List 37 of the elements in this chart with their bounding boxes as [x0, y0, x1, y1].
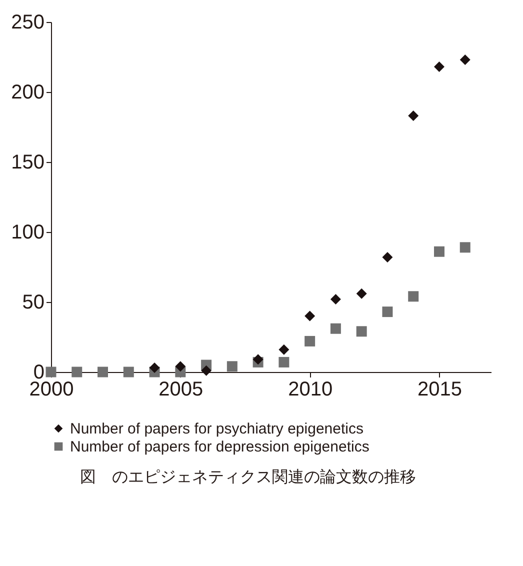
point	[408, 110, 419, 122]
point	[382, 252, 393, 262]
point	[434, 246, 444, 257]
point	[278, 344, 290, 355]
point	[356, 288, 367, 299]
y-tick-label: 200	[11, 82, 44, 104]
point	[304, 310, 316, 322]
point	[304, 336, 316, 346]
point	[72, 366, 82, 378]
x-tick-label: 2000	[29, 378, 74, 400]
point	[252, 354, 264, 365]
text: 図 のエピジェネティクス関連の論文数の推移	[80, 466, 417, 488]
point	[460, 242, 470, 253]
point	[175, 361, 186, 372]
y-tick-label: 150	[11, 152, 44, 174]
y-tick-label: 50	[22, 292, 44, 314]
point	[278, 356, 290, 368]
point	[149, 362, 160, 374]
point	[356, 326, 367, 337]
point	[330, 323, 341, 334]
y-tick-label: 100	[11, 222, 44, 244]
x-tick-label: 2010	[288, 378, 333, 400]
x-tick-label: 2005	[158, 378, 204, 400]
point	[408, 291, 419, 302]
point	[123, 366, 134, 378]
point	[434, 62, 444, 72]
x-tick-label: 2015	[417, 378, 462, 400]
legend-label: Number of papers for psychiatry epigenetics	[70, 420, 364, 438]
legend-label: Number of papers for depression epigenetics	[70, 438, 370, 456]
point	[460, 54, 470, 66]
point	[330, 294, 341, 304]
y-tick-label: 250	[11, 12, 44, 34]
point	[226, 361, 238, 372]
point	[98, 366, 108, 378]
point	[382, 306, 393, 318]
point	[46, 366, 56, 378]
point	[201, 365, 212, 376]
